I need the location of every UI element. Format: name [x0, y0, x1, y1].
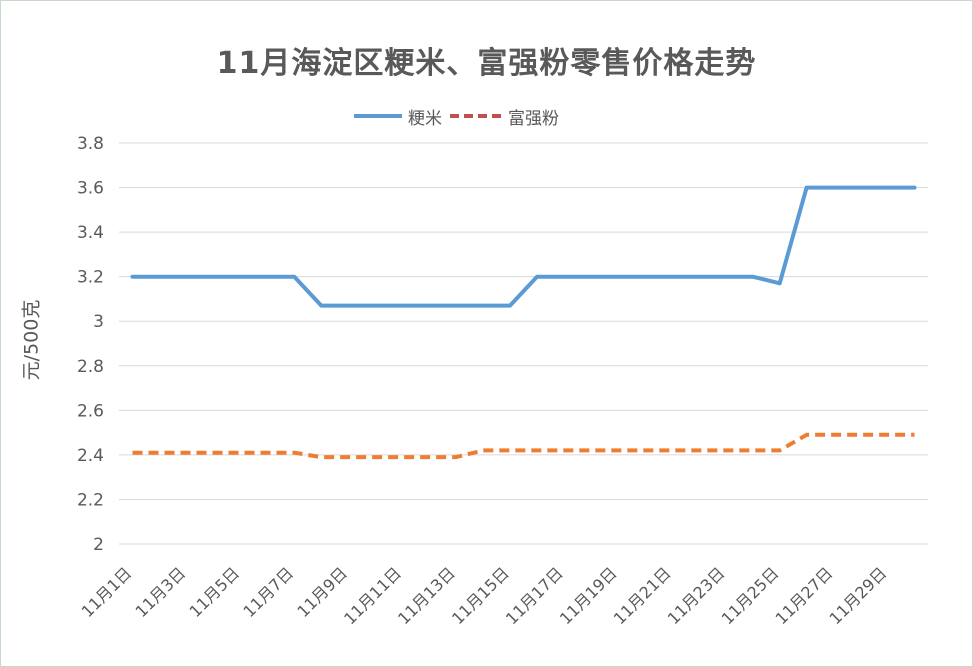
- y-tick-label: 2.2: [77, 490, 104, 510]
- chart-legend: 粳米 富强粉: [352, 104, 565, 129]
- y-tick-label: 3.2: [77, 268, 104, 288]
- x-tick-label: 11月27日: [772, 563, 837, 628]
- x-tick-label: 11月1日: [78, 563, 136, 621]
- chart-title: 11月海淀区粳米、富强粉零售价格走势: [216, 46, 757, 81]
- x-tick-label: 11月13日: [394, 563, 459, 628]
- legend-swatch-solid: [354, 114, 402, 118]
- x-tick-label: 11月11日: [340, 563, 405, 628]
- legend-item-series-2: 富强粉: [448, 104, 559, 129]
- y-tick-label: 3: [93, 312, 104, 332]
- y-tick-label: 3.4: [77, 223, 104, 243]
- legend-label-series-2: 富强粉: [508, 108, 559, 129]
- x-tick-label: 11月7日: [239, 563, 297, 621]
- y-tick-label: 2: [93, 535, 104, 555]
- series-line-2: [132, 432, 915, 460]
- legend-label-series-1: 粳米: [408, 108, 442, 129]
- y-tick-label: 2.4: [77, 446, 104, 466]
- x-tick-label: 11月25日: [718, 563, 783, 628]
- x-tick-label: 11月17日: [502, 563, 567, 628]
- legend-swatch-dashed: [450, 114, 502, 118]
- x-tick-label: 11月19日: [556, 563, 621, 628]
- x-tick-label: 11月23日: [664, 563, 729, 628]
- y-tick-label: 2.6: [77, 401, 104, 421]
- x-tick-label: 11月15日: [448, 563, 513, 628]
- legend-item-series-1: 粳米: [352, 104, 442, 129]
- y-tick-label: 2.8: [77, 357, 104, 377]
- x-tick-label: 11月3日: [132, 563, 190, 621]
- x-tick-label: 11月29日: [826, 563, 891, 628]
- x-tick-label: 11月21日: [610, 563, 675, 628]
- y-tick-label: 3.6: [77, 179, 104, 199]
- x-tick-label: 11月5日: [186, 563, 244, 621]
- series-line-1: [130, 185, 917, 308]
- y-tick-label: 3.8: [77, 134, 104, 154]
